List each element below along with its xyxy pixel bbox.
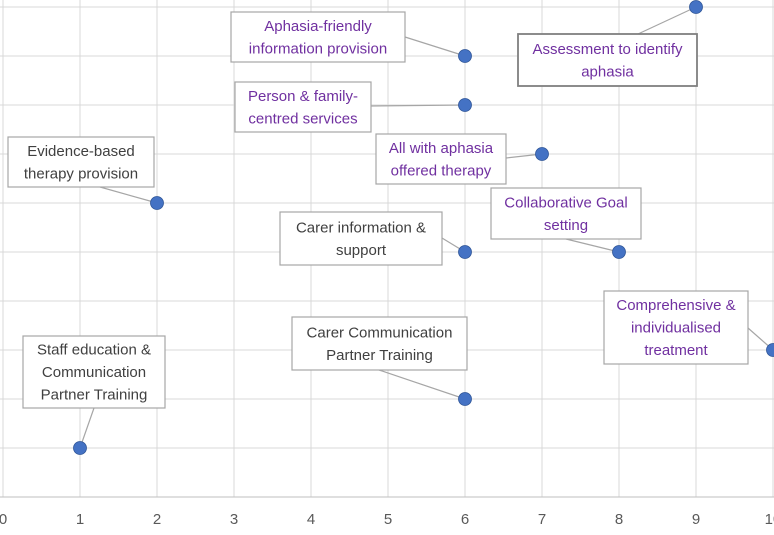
leader-line [378,369,466,400]
data-callout: Person & family-centred services [234,81,372,133]
data-point [612,245,626,259]
data-callout: Evidence-based therapy provision [7,136,155,188]
data-callouts: Assessment to identify aphasia Aphasia-fri… [7,11,749,409]
data-points [73,0,774,455]
data-point [458,392,472,406]
x-tick-label: 10 [765,511,774,528]
data-callout: Aphasia-friendly information provision [230,11,406,63]
data-label: Assessment to identify aphasia [532,41,683,81]
callout-box [279,211,443,266]
data-label: Carer information & support [296,219,426,259]
data-point [689,0,703,14]
data-point [458,245,472,259]
callout-box [603,290,749,365]
callout-box [291,316,468,371]
data-callout: Collaborative Goal setting [490,187,642,240]
data-point [458,49,472,63]
data-callout: Carer information & support [279,211,443,266]
x-tick-label: 6 [461,511,469,528]
callout-box [517,33,698,87]
x-tick-label: 7 [538,511,546,528]
x-tick-label: 2 [153,511,161,528]
data-point [535,147,549,161]
data-callout: All with aphasia offered therapy [375,133,507,185]
x-tick-label: 8 [615,511,623,528]
data-label: Comprehensive & individualised treatment [616,297,735,359]
callout-box [230,11,406,63]
data-label: Evidence-based therapy provision [24,143,138,183]
leader-line [99,186,158,204]
x-tick-labels: 0 1 2 3 4 5 6 7 8 9 10 [0,511,774,528]
data-callout: Staff education & Communication Partner Tr… [22,335,166,409]
leader-line [370,104,466,107]
data-callout: Carer Communication Partner Training [291,316,468,371]
x-tick-label: 9 [692,511,700,528]
leader-lines [79,6,774,449]
x-tick-label: 3 [230,511,238,528]
data-point [766,343,774,357]
leader-line [404,36,466,57]
callout-box [234,81,372,133]
x-tick-label: 0 [0,511,7,528]
callout-box [375,133,507,185]
data-label: Person & family-centred services [248,88,358,128]
callout-box [7,136,155,188]
data-label: Staff education & Communication Partner Tr… [37,342,151,404]
leader-line [565,238,620,253]
data-label: All with aphasia offered therapy [389,140,494,180]
x-tick-label: 5 [384,511,392,528]
data-label: Collaborative Goal setting [504,194,627,234]
data-label: Aphasia-friendly information provision [249,18,387,58]
leader-line [637,6,697,35]
data-point [458,98,472,112]
x-tick-label: 1 [76,511,84,528]
data-label: Carer Communication Partner Training [307,324,453,364]
data-point [73,441,87,455]
x-tick-label: 4 [307,511,315,528]
leader-line [79,407,95,449]
callout-box [22,335,166,409]
data-point [150,196,164,210]
callout-box [490,187,642,240]
data-callout: Assessment to identify aphasia [517,33,698,87]
data-callout: Comprehensive & individualised treatment [603,290,749,365]
